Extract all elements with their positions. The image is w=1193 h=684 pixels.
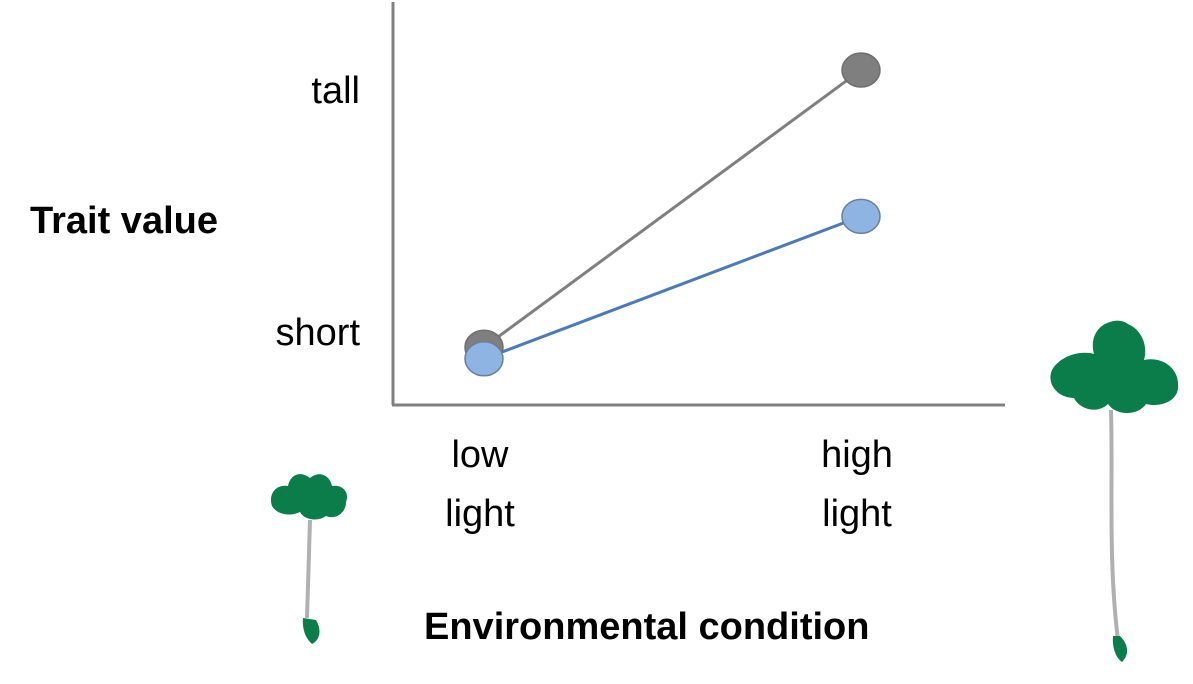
tall-plant-icon bbox=[1050, 320, 1179, 662]
y-tick-label-short: short bbox=[275, 312, 360, 354]
series-1-point-0 bbox=[464, 341, 504, 377]
x-axis-title: Environmental condition bbox=[424, 606, 870, 648]
series-1-line bbox=[483, 214, 862, 361]
x-tick-label-high-light: high light bbox=[821, 434, 893, 535]
series-0-point-1 bbox=[841, 52, 881, 88]
series-0-line bbox=[483, 68, 862, 349]
series-1-point-1 bbox=[841, 198, 881, 235]
series-layer bbox=[464, 52, 881, 377]
x-tick-label-low-light: low light bbox=[445, 434, 515, 535]
y-tick-label-tall: tall bbox=[311, 70, 360, 112]
small-plant-icon bbox=[270, 474, 348, 644]
y-axis-title: Trait value bbox=[30, 200, 218, 242]
